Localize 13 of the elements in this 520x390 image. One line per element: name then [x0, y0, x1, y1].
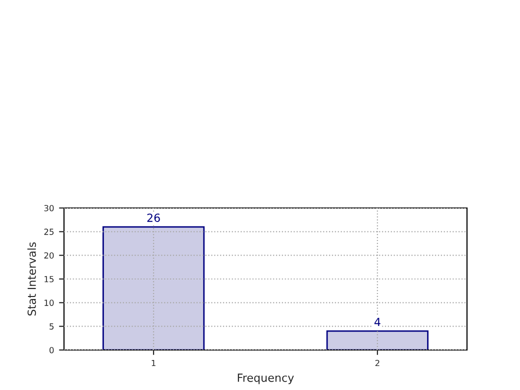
y-tick-label: 30	[44, 204, 54, 212]
x-tick-label: 1	[152, 360, 156, 366]
y-tick-label: 10	[44, 300, 54, 306]
y-tick-label: 0	[50, 346, 54, 354]
data-label: 4	[374, 318, 380, 326]
y-tick-label: 25	[44, 228, 54, 235]
data-label: 26	[147, 214, 160, 222]
y-axis-title: Stat Intervals	[27, 242, 36, 316]
y-tick-label: 20	[44, 252, 54, 259]
x-tick-label: 2	[375, 360, 380, 366]
x-axis-title: Frequency	[238, 374, 294, 384]
y-tick-label: 15	[44, 276, 54, 282]
y-tick-label: 5	[50, 323, 54, 330]
